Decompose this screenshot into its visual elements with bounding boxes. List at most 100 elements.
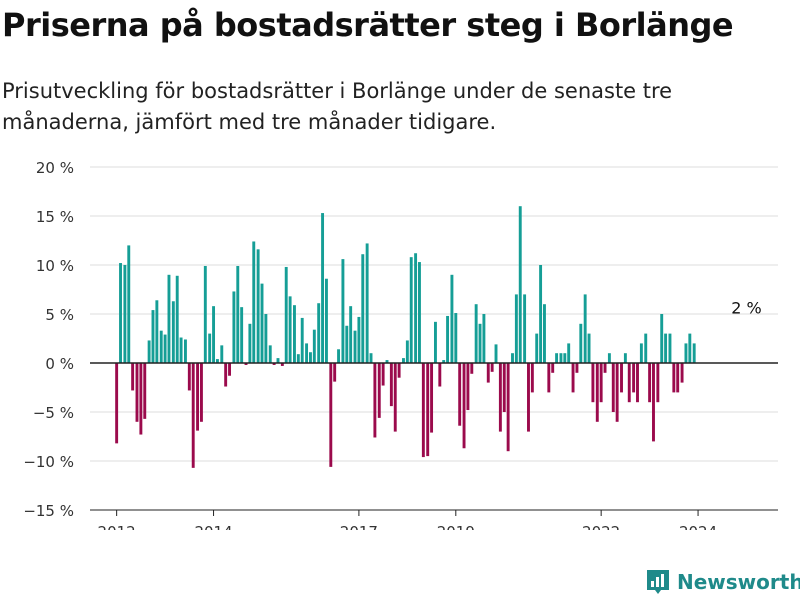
bar	[317, 303, 321, 363]
bar	[551, 363, 555, 373]
bar	[523, 294, 527, 363]
bar	[535, 333, 539, 363]
bar	[377, 363, 381, 418]
bar	[652, 363, 655, 442]
bar	[462, 363, 466, 449]
bar	[171, 301, 175, 363]
x-tick-label: 2022	[582, 523, 620, 530]
bar	[579, 323, 583, 363]
bar	[446, 315, 450, 363]
bar-chart: 20 %15 %10 %5 %0 %−5 %−10 %−15 % 2012201…	[23, 159, 778, 530]
bar	[688, 333, 692, 363]
bar	[179, 337, 183, 363]
y-tick-label: 15 %	[36, 208, 74, 226]
y-tick-label: 20 %	[36, 159, 74, 177]
bar	[672, 363, 676, 393]
bar	[478, 323, 482, 363]
bar	[240, 307, 244, 363]
bar	[276, 358, 280, 363]
bar	[599, 363, 603, 403]
bar	[611, 363, 615, 412]
bar	[127, 245, 131, 363]
bar	[450, 274, 454, 363]
last-value-annotation: 2 %	[731, 298, 761, 317]
bar	[212, 306, 216, 363]
bar	[236, 265, 240, 363]
x-tick-label: 2019	[437, 523, 475, 530]
bar	[187, 363, 191, 391]
bar	[402, 358, 405, 363]
bar	[684, 343, 688, 363]
bar	[575, 363, 579, 373]
bar	[232, 291, 236, 363]
bar	[260, 283, 264, 363]
bar	[349, 306, 353, 363]
bar	[284, 266, 288, 363]
bar	[385, 360, 389, 363]
bar	[632, 363, 636, 393]
bar	[680, 363, 684, 383]
bar	[256, 249, 260, 363]
bar	[288, 296, 292, 363]
bars	[115, 206, 696, 468]
bar	[527, 363, 530, 432]
bar	[486, 363, 490, 383]
x-tick-label: 2014	[194, 523, 232, 530]
bar	[607, 353, 611, 363]
y-axis-ticks: 20 % 15 % 10 % 5 % 0 % −5 % −10 % −15 %	[23, 159, 74, 520]
y-tick-label: −15 %	[23, 502, 74, 520]
brand-name: Newsworthy	[677, 570, 800, 594]
bar	[337, 349, 341, 363]
bar	[438, 363, 442, 387]
bar	[389, 363, 393, 407]
bar	[587, 333, 591, 363]
bar	[296, 354, 300, 363]
bar	[583, 294, 587, 363]
bar	[494, 344, 498, 363]
bar	[353, 330, 357, 363]
bar	[547, 363, 551, 393]
bar	[369, 353, 373, 363]
y-tick-label: −5 %	[33, 404, 74, 422]
bar	[131, 363, 135, 391]
bar	[357, 316, 361, 363]
bar	[603, 363, 607, 373]
y-tick-label: 0 %	[45, 355, 74, 373]
bar	[414, 253, 418, 363]
bar	[559, 353, 563, 363]
x-tick-label: 2024	[679, 523, 717, 530]
bar	[293, 305, 296, 363]
bar	[458, 363, 462, 426]
bar	[639, 343, 643, 363]
bar	[636, 363, 639, 403]
bar	[381, 363, 385, 386]
bar	[341, 259, 345, 363]
bar	[442, 360, 446, 363]
bar	[300, 317, 304, 363]
bar	[361, 254, 365, 363]
bar	[159, 330, 163, 363]
bar	[571, 363, 575, 393]
bar	[333, 363, 337, 382]
bar	[167, 274, 171, 363]
x-tick-label: 2012	[98, 523, 136, 530]
bar	[623, 353, 627, 363]
bar	[228, 363, 231, 376]
bar	[591, 363, 595, 403]
bar	[244, 363, 248, 365]
bar	[676, 363, 680, 393]
y-tick-label: −10 %	[23, 453, 74, 471]
bar	[530, 363, 534, 393]
bar	[220, 345, 224, 363]
bar	[555, 353, 559, 363]
bar	[373, 363, 377, 438]
bar	[644, 333, 648, 363]
y-tick-label: 5 %	[45, 306, 74, 324]
bar	[482, 314, 486, 363]
bar	[280, 363, 284, 366]
bar	[345, 325, 349, 363]
chart-title: Priserna på bostadsrätter steg i Borläng…	[2, 6, 734, 44]
bar	[543, 304, 546, 363]
bar	[563, 353, 567, 363]
bar	[252, 241, 256, 363]
